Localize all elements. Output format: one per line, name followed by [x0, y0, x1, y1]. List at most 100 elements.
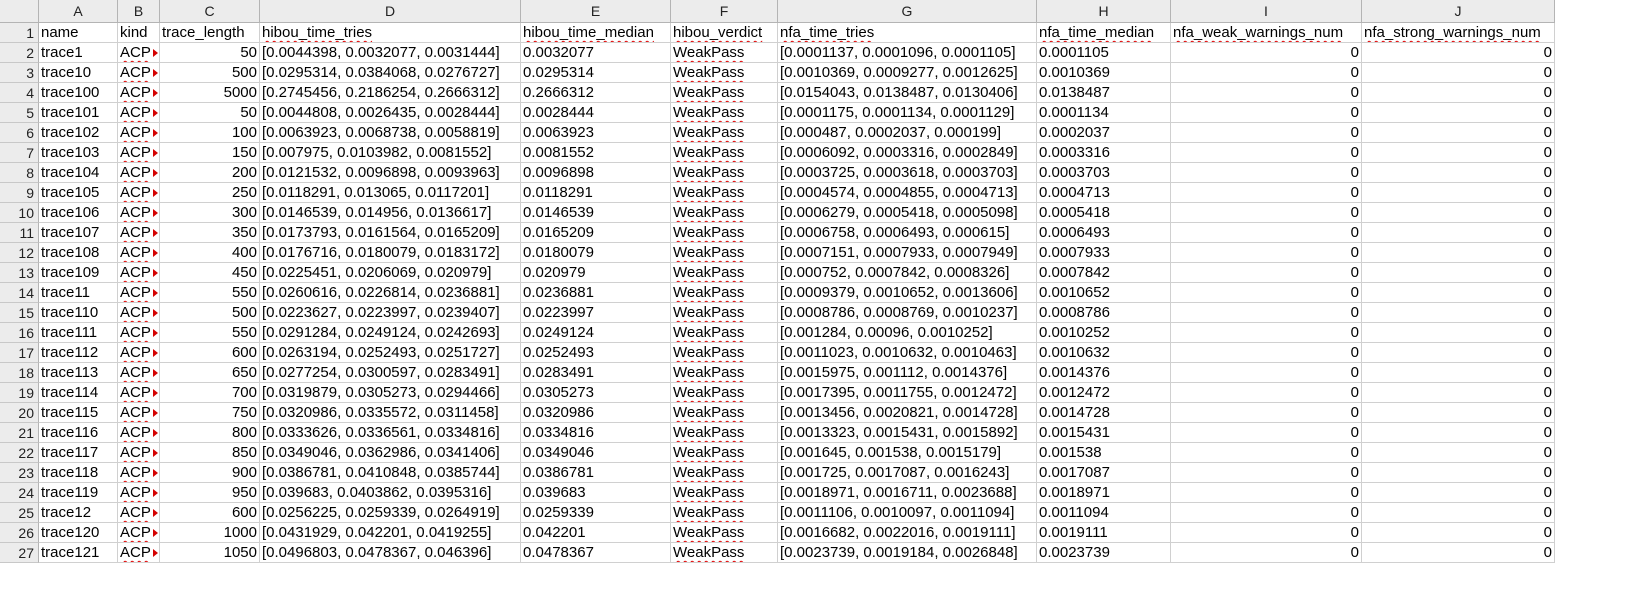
cell-c[interactable]: 600 [160, 343, 260, 363]
cell-f[interactable]: WeakPass [671, 223, 778, 243]
cell-h[interactable]: 0.0014376 [1037, 363, 1171, 383]
cell-e[interactable]: 0.0295314 [521, 63, 671, 83]
cell-c[interactable]: 550 [160, 283, 260, 303]
cell-i[interactable]: 0 [1171, 143, 1362, 163]
cell-d[interactable]: [0.0176716, 0.0180079, 0.0183172] [260, 243, 521, 263]
cell-e[interactable]: 0.0146539 [521, 203, 671, 223]
cell-a[interactable]: trace110 [39, 303, 118, 323]
cell-j[interactable]: 0 [1362, 83, 1555, 103]
cell-j[interactable]: 0 [1362, 243, 1555, 263]
cell-g[interactable]: [0.0010369, 0.0009277, 0.0012625] [778, 63, 1037, 83]
cell-e[interactable]: 0.0249124 [521, 323, 671, 343]
header-cell-c[interactable]: trace_length [160, 23, 260, 43]
cell-e[interactable]: 0.039683 [521, 483, 671, 503]
cell-f[interactable]: WeakPass [671, 423, 778, 443]
cell-f[interactable]: WeakPass [671, 443, 778, 463]
cell-c[interactable]: 850 [160, 443, 260, 463]
cell-d[interactable]: [0.0295314, 0.0384068, 0.0276727] [260, 63, 521, 83]
row-header-8[interactable]: 8 [0, 163, 39, 183]
cell-g[interactable]: [0.0006279, 0.0005418, 0.0005098] [778, 203, 1037, 223]
cell-f[interactable]: WeakPass [671, 123, 778, 143]
cell-j[interactable]: 0 [1362, 163, 1555, 183]
cell-i[interactable]: 0 [1171, 263, 1362, 283]
cell-e[interactable]: 0.0283491 [521, 363, 671, 383]
cell-b[interactable]: ACP [118, 283, 160, 303]
cell-a[interactable]: trace105 [39, 183, 118, 203]
column-header-a[interactable]: A [39, 0, 118, 23]
cell-i[interactable]: 0 [1171, 223, 1362, 243]
header-cell-b[interactable]: kind [118, 23, 160, 43]
cell-g[interactable]: [0.000487, 0.0002037, 0.000199] [778, 123, 1037, 143]
cell-h[interactable]: 0.0006493 [1037, 223, 1171, 243]
cell-b[interactable]: ACP [118, 503, 160, 523]
cell-h[interactable]: 0.0007842 [1037, 263, 1171, 283]
cell-b[interactable]: ACP [118, 163, 160, 183]
cell-e[interactable]: 0.0096898 [521, 163, 671, 183]
cell-j[interactable]: 0 [1362, 363, 1555, 383]
cell-d[interactable]: [0.2745456, 0.2186254, 0.2666312] [260, 83, 521, 103]
cell-f[interactable]: WeakPass [671, 163, 778, 183]
cell-i[interactable]: 0 [1171, 423, 1362, 443]
cell-c[interactable]: 250 [160, 183, 260, 203]
cell-b[interactable]: ACP [118, 443, 160, 463]
cell-g[interactable]: [0.0007151, 0.0007933, 0.0007949] [778, 243, 1037, 263]
cell-f[interactable]: WeakPass [671, 543, 778, 563]
cell-j[interactable]: 0 [1362, 223, 1555, 243]
cell-i[interactable]: 0 [1171, 463, 1362, 483]
row-header-27[interactable]: 27 [0, 543, 39, 563]
cell-a[interactable]: trace11 [39, 283, 118, 303]
cell-g[interactable]: [0.0017395, 0.0011755, 0.0012472] [778, 383, 1037, 403]
cell-j[interactable]: 0 [1362, 303, 1555, 323]
cell-f[interactable]: WeakPass [671, 143, 778, 163]
row-header-4[interactable]: 4 [0, 83, 39, 103]
cell-b[interactable]: ACP [118, 243, 160, 263]
cell-b[interactable]: ACP [118, 303, 160, 323]
cell-c[interactable]: 50 [160, 103, 260, 123]
cell-h[interactable]: 0.0010369 [1037, 63, 1171, 83]
cell-a[interactable]: trace120 [39, 523, 118, 543]
cell-e[interactable]: 0.0063923 [521, 123, 671, 143]
cell-b[interactable]: ACP [118, 523, 160, 543]
row-header-9[interactable]: 9 [0, 183, 39, 203]
row-header-17[interactable]: 17 [0, 343, 39, 363]
cell-h[interactable]: 0.0003316 [1037, 143, 1171, 163]
cell-b[interactable]: ACP [118, 143, 160, 163]
cell-d[interactable]: [0.0320986, 0.0335572, 0.0311458] [260, 403, 521, 423]
cell-c[interactable]: 200 [160, 163, 260, 183]
row-header-26[interactable]: 26 [0, 523, 39, 543]
cell-e[interactable]: 0.0236881 [521, 283, 671, 303]
cell-d[interactable]: [0.0225451, 0.0206069, 0.020979] [260, 263, 521, 283]
cell-d[interactable]: [0.0118291, 0.013065, 0.0117201] [260, 183, 521, 203]
column-header-b[interactable]: B [118, 0, 160, 23]
cell-i[interactable]: 0 [1171, 243, 1362, 263]
cell-d[interactable]: [0.0496803, 0.0478367, 0.046396] [260, 543, 521, 563]
cell-a[interactable]: trace101 [39, 103, 118, 123]
cell-h[interactable]: 0.0138487 [1037, 83, 1171, 103]
cell-f[interactable]: WeakPass [671, 303, 778, 323]
cell-g[interactable]: [0.0013456, 0.0020821, 0.0014728] [778, 403, 1037, 423]
cell-h[interactable]: 0.0010252 [1037, 323, 1171, 343]
cell-c[interactable]: 350 [160, 223, 260, 243]
row-header-16[interactable]: 16 [0, 323, 39, 343]
header-cell-g[interactable]: nfa_time_tries [778, 23, 1037, 43]
cell-c[interactable]: 50 [160, 43, 260, 63]
column-header-f[interactable]: F [671, 0, 778, 23]
row-header-22[interactable]: 22 [0, 443, 39, 463]
cell-c[interactable]: 900 [160, 463, 260, 483]
cell-h[interactable]: 0.0017087 [1037, 463, 1171, 483]
row-header-20[interactable]: 20 [0, 403, 39, 423]
cell-d[interactable]: [0.0277254, 0.0300597, 0.0283491] [260, 363, 521, 383]
cell-b[interactable]: ACP [118, 223, 160, 243]
cell-i[interactable]: 0 [1171, 303, 1362, 323]
cell-c[interactable]: 500 [160, 63, 260, 83]
header-cell-h[interactable]: nfa_time_median [1037, 23, 1171, 43]
cell-c[interactable]: 5000 [160, 83, 260, 103]
cell-g[interactable]: [0.0011023, 0.0010632, 0.0010463] [778, 343, 1037, 363]
cell-a[interactable]: trace12 [39, 503, 118, 523]
cell-d[interactable]: [0.0121532, 0.0096898, 0.0093963] [260, 163, 521, 183]
cell-i[interactable]: 0 [1171, 283, 1362, 303]
cell-h[interactable]: 0.0014728 [1037, 403, 1171, 423]
cell-i[interactable]: 0 [1171, 363, 1362, 383]
cell-g[interactable]: [0.0016682, 0.0022016, 0.0019111] [778, 523, 1037, 543]
cell-a[interactable]: trace10 [39, 63, 118, 83]
